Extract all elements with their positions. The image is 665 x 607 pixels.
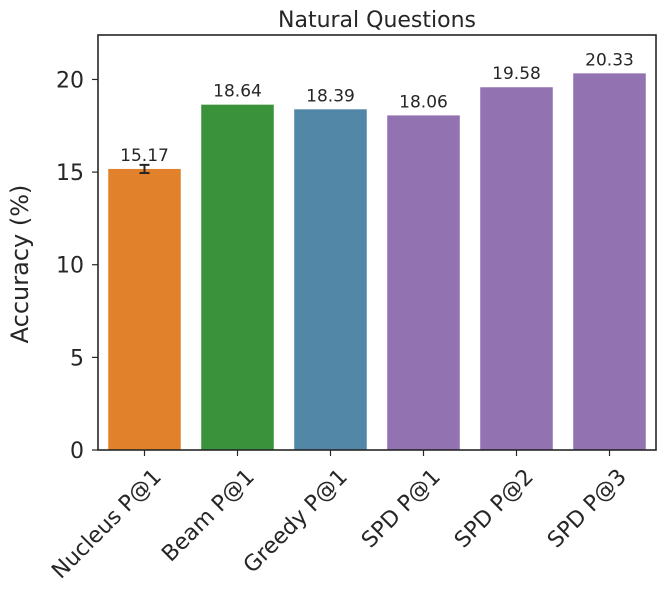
x-tick-label: SPD P@2 — [450, 465, 539, 554]
y-tick-label: 10 — [56, 254, 84, 279]
data-label: 18.39 — [306, 86, 355, 106]
y-tick-label: 15 — [56, 161, 84, 186]
x-tick-label: SPD P@3 — [543, 465, 632, 554]
x-tick-label: Beam P@1 — [157, 465, 259, 567]
bar — [480, 87, 553, 450]
data-label: 18.06 — [399, 92, 448, 112]
chart-title: Natural Questions — [278, 8, 476, 33]
data-label: 20.33 — [585, 50, 634, 70]
y-tick-label: 20 — [56, 68, 84, 93]
plot-area: 0 5 10 15 20 15.17 Nucleus P@1 18.64 Beam P@1 18.… — [47, 34, 657, 584]
data-label: 18.64 — [213, 82, 262, 102]
data-label: 19.58 — [492, 64, 541, 84]
bar — [108, 168, 181, 450]
bar — [387, 115, 460, 450]
y-tick-label: 0 — [70, 439, 84, 464]
bar — [201, 104, 274, 451]
bar — [294, 109, 367, 450]
x-tick-label: SPD P@1 — [357, 465, 446, 554]
axes-frame — [97, 34, 657, 451]
x-tick-label: Nucleus P@1 — [47, 465, 166, 584]
bar — [573, 73, 646, 450]
y-axis-label: Accuracy (%) — [6, 185, 34, 344]
y-tick-label: 5 — [70, 346, 84, 371]
data-label: 15.17 — [120, 146, 169, 166]
